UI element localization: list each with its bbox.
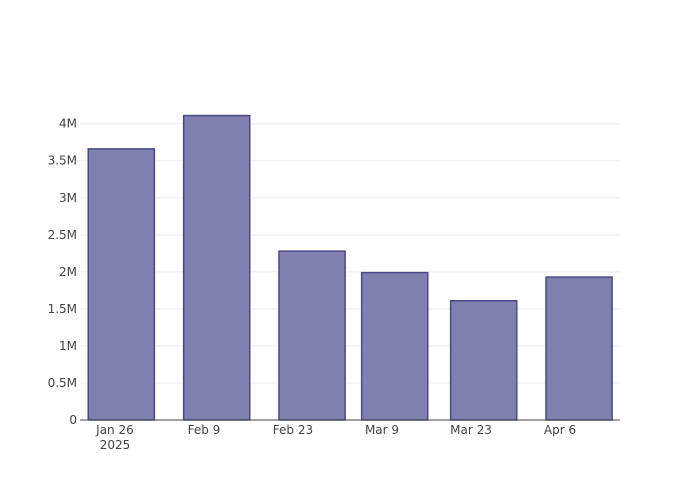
y-tick-label: 3M <box>59 191 77 205</box>
bar <box>182 114 251 421</box>
y-tick-label: 1M <box>59 339 77 353</box>
bar <box>87 148 156 421</box>
y-tick-label: 3.5M <box>48 154 77 168</box>
x-tick-label: Feb 9 <box>188 423 221 437</box>
y-tick-label: 0.5M <box>48 376 77 390</box>
y-tick-label: 2.5M <box>48 228 77 242</box>
bar <box>360 271 429 421</box>
y-tick-label: 2M <box>59 265 77 279</box>
y-tick-label: 1.5M <box>48 302 77 316</box>
x-tick-label: Mar 9 <box>365 423 399 437</box>
bar <box>278 250 346 421</box>
x-tick-label: Jan 26 2025 <box>95 423 134 452</box>
bar <box>545 276 613 421</box>
x-tick-label: Apr 6 <box>544 423 576 437</box>
y-tick-label: 0 <box>69 413 77 427</box>
bar <box>449 299 518 421</box>
x-tick-label: Feb 23 <box>273 423 313 437</box>
y-tick-label: 4M <box>59 117 77 131</box>
x-tick-label: Mar 23 <box>450 423 492 437</box>
